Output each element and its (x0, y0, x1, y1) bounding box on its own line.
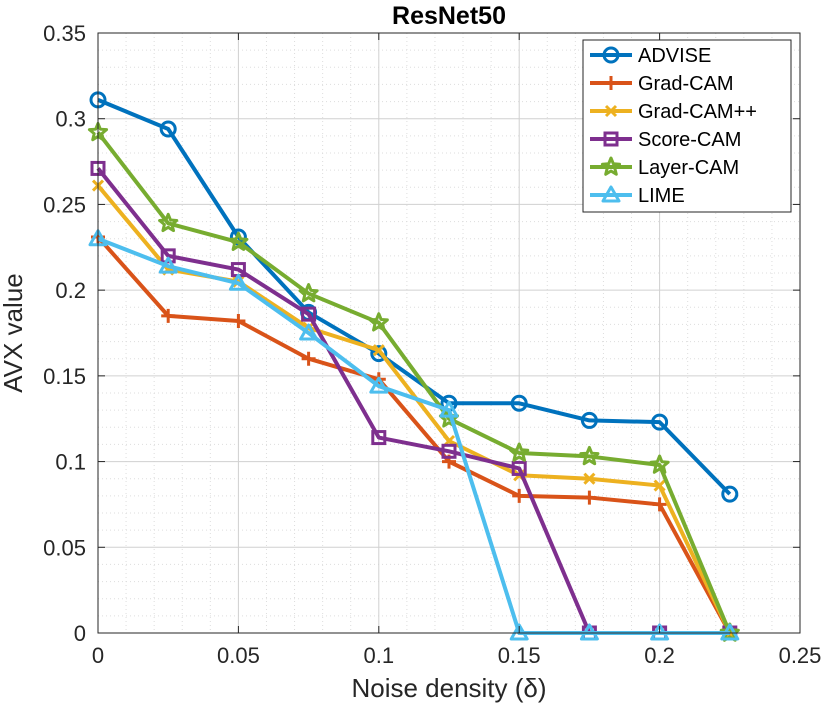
data-point-grad-campppp (583, 472, 596, 485)
x-tick-label: 0.05 (217, 643, 260, 668)
y-tick-label: 0.3 (55, 107, 86, 132)
data-point-lime (299, 323, 319, 341)
legend-marker-grad-cam (604, 76, 618, 90)
data-point-lime (439, 400, 459, 418)
data-point-lime (228, 273, 248, 291)
legend-label-grad-cam: Grad-CAM (638, 73, 734, 95)
data-point-score-cam (301, 306, 317, 322)
data-point-advise (510, 394, 528, 412)
data-point-advise (651, 413, 669, 431)
data-point-lime (158, 256, 178, 274)
x-tick-label: 0.25 (779, 643, 822, 668)
data-point-advise (580, 411, 598, 429)
data-point-lime (579, 623, 599, 641)
y-tick-label: 0 (74, 621, 86, 646)
legend-marker-advise (602, 46, 620, 64)
legend-marker-grad-campppp (604, 104, 618, 118)
data-point-grad-campppp (372, 344, 385, 357)
data-point-grad-cam (301, 351, 316, 366)
data-point-advise (370, 345, 388, 363)
data-point-layer-cam (509, 442, 530, 462)
data-point-layer-cam (228, 231, 249, 251)
data-point-layer-cam (649, 454, 670, 474)
y-axis-label: AVX value (0, 273, 28, 392)
data-point-score-cam (160, 248, 176, 264)
data-point-advise (721, 485, 739, 503)
data-point-lime (720, 623, 740, 641)
legend-label-layer-cam: Layer-CAM (638, 157, 739, 179)
series-line-layer-cam (96, 131, 732, 634)
data-point-advise (159, 120, 177, 138)
data-point-grad-cam (231, 314, 246, 328)
x-tick-label: 0.2 (644, 643, 675, 668)
legend-label-advise: ADVISE (638, 45, 711, 67)
x-tick-labels: 0 0.05 0.1 0.15 0.2 0.25 (92, 643, 822, 668)
legend-marker-score-cam (603, 131, 619, 147)
data-point-grad-cam (582, 490, 597, 505)
y-tick-label: 0.05 (43, 535, 86, 560)
series-line-advise (97, 98, 732, 496)
data-point-lime (650, 623, 670, 641)
data-point-layer-cam (579, 445, 600, 466)
x-tick-label: 0.1 (364, 643, 395, 668)
x-axis-label: Noise density (δ) (351, 673, 546, 703)
plot-frame (97, 32, 801, 634)
y-tick-label: 0.15 (43, 364, 86, 389)
data-point-score-cam (441, 443, 457, 459)
legend-box (582, 39, 792, 213)
y-tick-labels: 0 0.05 0.1 0.15 0.2 0.25 0.3 0.35 (43, 21, 86, 646)
legend-label-lime: LIME (638, 185, 685, 207)
series-line-grad-cam (96, 235, 732, 634)
axis-ticks (97, 32, 801, 634)
y-tick-label: 0.2 (55, 278, 86, 303)
data-point-grad-cam (161, 308, 176, 323)
data-point-grad-campppp (653, 479, 666, 492)
data-point-grad-cam (652, 497, 667, 512)
y-tick-label: 0.35 (43, 21, 86, 46)
legend-label-grad-campppp: Grad-CAM++ (638, 101, 757, 123)
data-point-layer-cam (719, 622, 740, 642)
legend: ADVISE Grad-CAM Grad-CAM++ Score-CAM Layer-C… (582, 39, 792, 213)
data-point-score-cam (371, 430, 387, 446)
series-layer (87, 91, 740, 642)
data-point-lime (369, 376, 389, 394)
data-point-score-cam (511, 460, 527, 476)
data-point-lime (509, 623, 529, 641)
y-tick-label: 0.25 (43, 192, 86, 217)
data-point-layer-cam (298, 283, 319, 303)
legend-marker-lime (601, 185, 621, 203)
data-point-layer-cam (368, 312, 389, 332)
legend-marker-layer-cam (600, 156, 622, 176)
chart-title: ResNet50 (392, 2, 506, 30)
data-point-grad-cam (512, 488, 527, 503)
x-tick-label: 0.15 (498, 643, 541, 668)
data-point-layer-cam (158, 212, 179, 233)
y-tick-label: 0.1 (55, 450, 86, 475)
legend-label-score-cam: Score-CAM (638, 129, 741, 151)
x-tick-label: 0 (92, 643, 104, 668)
